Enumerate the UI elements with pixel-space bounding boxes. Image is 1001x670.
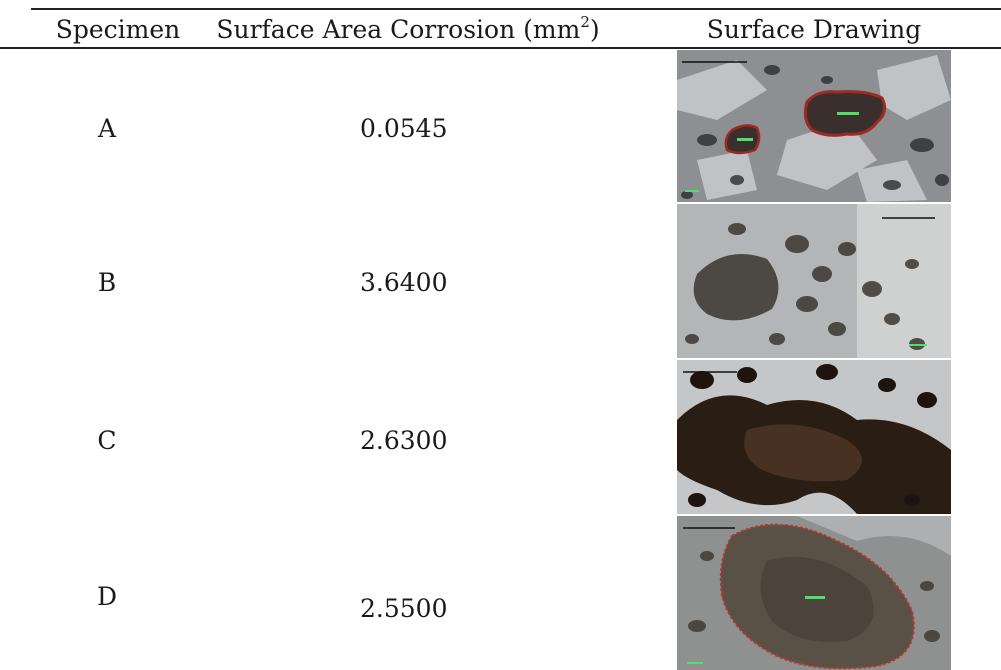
specimen-label: D bbox=[96, 582, 118, 611]
header-surface-area-close: ) bbox=[589, 15, 600, 44]
header-surface-drawing: Surface Drawing bbox=[706, 15, 922, 44]
surface-area-value: 2.5500 bbox=[360, 594, 448, 623]
header-surface-area: Surface Area Corrosion (mm2) bbox=[198, 13, 618, 47]
micrograph-image bbox=[677, 50, 951, 202]
micrograph-image bbox=[677, 204, 951, 358]
header-surface-area-text: Surface Area Corrosion (mm bbox=[216, 15, 581, 44]
surface-area-value: 2.6300 bbox=[360, 426, 448, 455]
specimen-label: C bbox=[97, 426, 117, 455]
table-top-rule bbox=[31, 8, 1001, 10]
micrograph-image bbox=[677, 516, 951, 670]
header-specimen: Specimen bbox=[55, 15, 181, 44]
micrograph-image bbox=[677, 360, 951, 514]
header-unit-superscript: 2 bbox=[580, 13, 590, 31]
surface-area-value: 3.6400 bbox=[360, 268, 448, 297]
table-header-rule bbox=[0, 47, 1001, 49]
specimen-label: A bbox=[97, 114, 117, 143]
specimen-label: B bbox=[97, 268, 117, 297]
surface-area-value: 0.0545 bbox=[360, 114, 448, 143]
